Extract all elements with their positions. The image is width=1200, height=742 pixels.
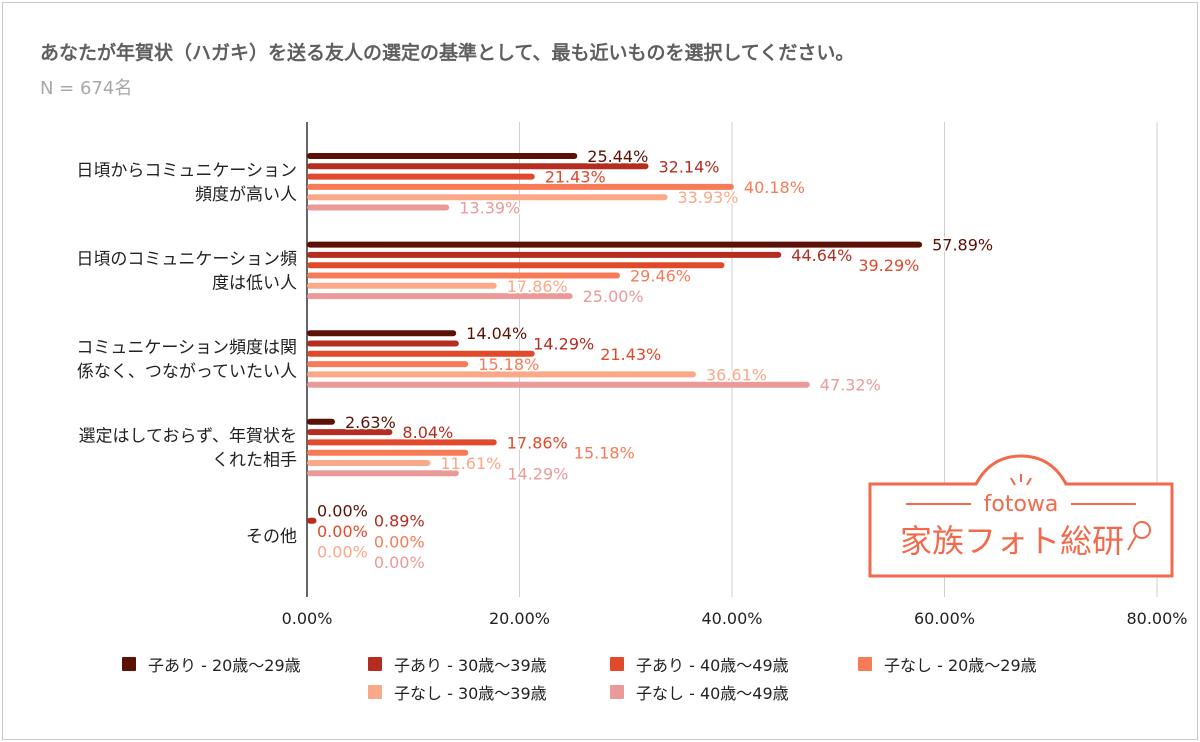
bar (307, 241, 923, 248)
data-label: 15.18% (574, 444, 635, 463)
data-label: 15.18% (478, 355, 539, 374)
x-tick-label: 80.00% (1126, 609, 1187, 628)
category-label: 日頃からコミュニケーション (76, 161, 297, 181)
legend-swatch (368, 657, 382, 671)
data-label: 39.29% (858, 256, 919, 275)
data-label: 32.14% (658, 157, 719, 176)
category-label: 頻度が高い人 (195, 185, 297, 205)
legend-item: 子なし - 20歳〜29歳 (858, 652, 1037, 676)
svg-text:fotowa: fotowa (984, 492, 1059, 517)
fotowa-logo: fotowa 家族フォト総研 (868, 454, 1174, 578)
bar (307, 361, 469, 368)
category-label: 日頃のコミュニケーション頻 (76, 249, 297, 269)
data-label: 57.89% (932, 236, 993, 255)
data-label: 36.61% (706, 365, 767, 384)
category-label: その他 (246, 527, 297, 547)
category-label: 度は低い人 (212, 273, 297, 293)
data-label: 8.04% (402, 423, 453, 442)
data-label: 0.89% (374, 512, 425, 531)
legend-label: 子あり - 30歳〜39歳 (394, 656, 547, 675)
data-label: 25.44% (587, 147, 648, 166)
bar (307, 262, 725, 269)
legend-item: 子なし - 30歳〜39歳 (368, 680, 547, 704)
data-label: 14.29% (533, 335, 594, 354)
data-label: 0.00% (317, 543, 368, 562)
data-label: 21.43% (600, 345, 661, 364)
category-label: くれた相手 (212, 451, 297, 471)
legend-item: 子あり - 20歳〜29歳 (122, 652, 301, 676)
data-label: 44.64% (791, 246, 852, 265)
bar (307, 293, 573, 300)
data-label: 29.46% (630, 267, 691, 286)
bar (307, 194, 668, 201)
data-label: 2.63% (345, 413, 396, 432)
data-label: 40.18% (744, 178, 805, 197)
bar (307, 350, 535, 357)
x-tick-label: 0.00% (282, 609, 333, 628)
bar (307, 153, 578, 159)
bar (307, 470, 459, 477)
bar (307, 460, 431, 466)
bar (307, 282, 497, 289)
bar (307, 371, 696, 378)
bar (307, 517, 317, 524)
legend-label: 子なし - 30歳〜39歳 (394, 684, 547, 703)
legend-swatch (858, 657, 872, 671)
legend-swatch (368, 685, 382, 699)
data-label: 14.04% (466, 324, 527, 343)
bar (307, 163, 649, 170)
data-label: 13.39% (459, 199, 520, 218)
data-label: 17.86% (507, 433, 568, 452)
legend-item: 子あり - 40歳〜49歳 (610, 652, 789, 676)
bar (307, 330, 457, 337)
data-label: 17.86% (507, 277, 568, 296)
svg-text:家族フォト総研: 家族フォト総研 (900, 522, 1124, 560)
category-label: コミュニケーション頻度は関 (76, 338, 297, 358)
data-label: 11.61% (440, 454, 501, 473)
data-label: 0.00% (374, 553, 425, 572)
data-label: 47.32% (820, 376, 881, 395)
legend-item: 子なし - 40歳〜49歳 (610, 680, 789, 704)
bar (307, 272, 621, 279)
legend-swatch (610, 685, 624, 699)
data-label: 0.00% (317, 501, 368, 520)
bar (307, 429, 393, 436)
category-label: 選定はしておらず、年賀状を (79, 427, 297, 447)
legend-item: 子あり - 30歳〜39歳 (368, 652, 547, 676)
bar (307, 381, 810, 388)
x-tick-label: 60.00% (914, 609, 975, 628)
bar (307, 340, 459, 347)
bar (307, 204, 450, 211)
data-label: 25.00% (583, 287, 644, 306)
chart-title: あなたが年賀状（ハガキ）を送る友人の選定の基準として、最も近いものを選択してくだ… (40, 42, 855, 64)
bar (307, 183, 734, 190)
bar (307, 449, 469, 456)
bar (307, 439, 497, 446)
data-label: 33.93% (678, 188, 739, 207)
data-label: 21.43% (545, 168, 606, 187)
data-label: 0.00% (317, 522, 368, 541)
data-label: 14.29% (507, 464, 568, 483)
legend-label: 子あり - 40歳〜49歳 (636, 656, 789, 675)
data-label: 0.00% (374, 532, 425, 551)
legend-label: 子なし - 40歳〜49歳 (636, 684, 789, 703)
legend-swatch (122, 657, 136, 671)
bar (307, 251, 782, 258)
legend-label: 子なし - 20歳〜29歳 (884, 656, 1037, 675)
chart-subtitle: N = 674名 (40, 78, 133, 99)
legend-label: 子あり - 20歳〜29歳 (148, 656, 301, 675)
legend-swatch (610, 657, 624, 671)
x-tick-label: 40.00% (701, 609, 762, 628)
x-tick-label: 20.00% (489, 609, 550, 628)
category-label: 係なく、つながっていたい人 (77, 362, 297, 382)
bar (307, 418, 335, 425)
bar (307, 173, 535, 180)
